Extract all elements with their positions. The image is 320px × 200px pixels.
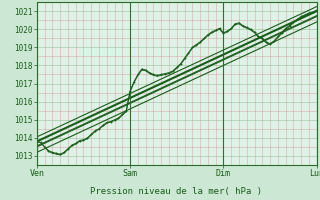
Text: Pression niveau de la mer( hPa ): Pression niveau de la mer( hPa )	[90, 187, 262, 196]
